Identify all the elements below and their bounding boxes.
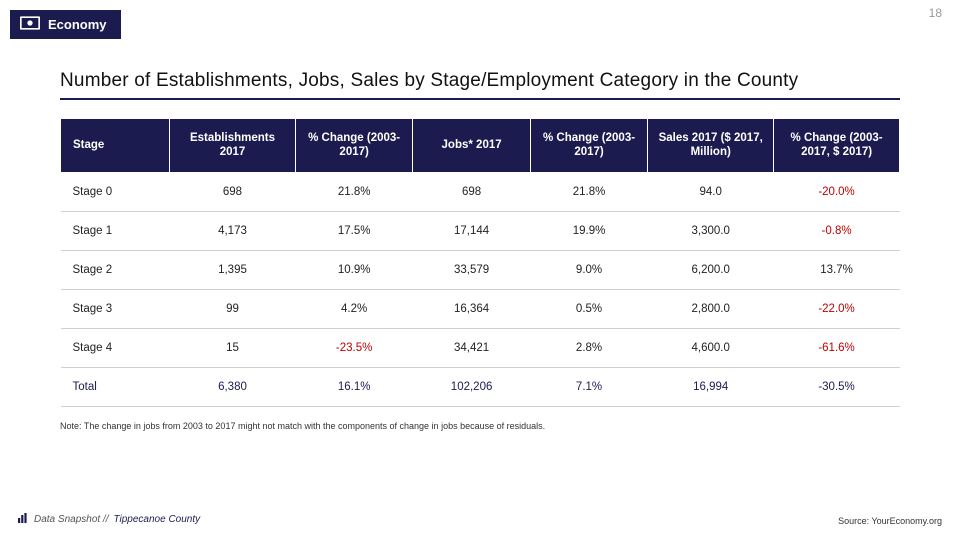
table-cell: 9.0%	[530, 250, 647, 289]
table-header: StageEstablishments 2017% Change (2003-2…	[61, 119, 900, 173]
table-cell: Total	[61, 367, 170, 406]
table-cell: -30.5%	[774, 367, 900, 406]
table-cell: 1,395	[170, 250, 296, 289]
table-cell: 4.2%	[295, 289, 412, 328]
col-header: Jobs* 2017	[413, 119, 530, 173]
table-cell: 6,200.0	[648, 250, 774, 289]
footer-county: Tippecanoe County	[114, 514, 201, 525]
col-header: Sales 2017 ($ 2017, Million)	[648, 119, 774, 173]
footer-left: Data Snapshot // Tippecanoe County	[18, 513, 200, 526]
table-cell: 13.7%	[774, 250, 900, 289]
table-row: Stage 21,39510.9%33,5799.0%6,200.013.7%	[61, 250, 900, 289]
table-row: Stage 14,17317.5%17,14419.9%3,300.0-0.8%	[61, 211, 900, 250]
table-cell: 10.9%	[295, 250, 412, 289]
table-cell: 4,173	[170, 211, 296, 250]
table-cell: 34,421	[413, 328, 530, 367]
col-header: % Change (2003-2017)	[295, 119, 412, 173]
table-cell: -61.6%	[774, 328, 900, 367]
footer-source: Source: YourEconomy.org	[838, 516, 942, 526]
table-row: Stage 069821.8%69821.8%94.0-20.0%	[61, 172, 900, 211]
table-cell: 102,206	[413, 367, 530, 406]
table-cell: 19.9%	[530, 211, 647, 250]
data-table: StageEstablishments 2017% Change (2003-2…	[60, 118, 900, 407]
table-cell: Stage 2	[61, 250, 170, 289]
table-row: Stage 415-23.5%34,4212.8%4,600.0-61.6%	[61, 328, 900, 367]
table-cell: -0.8%	[774, 211, 900, 250]
table-cell: 4,600.0	[648, 328, 774, 367]
table-cell: 16,994	[648, 367, 774, 406]
table-cell: -20.0%	[774, 172, 900, 211]
table-cell: 2,800.0	[648, 289, 774, 328]
page-number: 18	[929, 6, 942, 20]
table-cell: 17.5%	[295, 211, 412, 250]
main-content: Number of Establishments, Jobs, Sales by…	[60, 70, 900, 431]
table-cell: 15	[170, 328, 296, 367]
table-body: Stage 069821.8%69821.8%94.0-20.0%Stage 1…	[61, 172, 900, 406]
badge-label: Economy	[48, 17, 107, 32]
table-cell: Stage 3	[61, 289, 170, 328]
table-cell: 17,144	[413, 211, 530, 250]
table-cell: -22.0%	[774, 289, 900, 328]
table-cell: 99	[170, 289, 296, 328]
footer-prefix: Data Snapshot //	[34, 514, 109, 525]
col-header: % Change (2003-2017)	[530, 119, 647, 173]
table-cell: 7.1%	[530, 367, 647, 406]
table-cell: 698	[413, 172, 530, 211]
section-badge: Economy	[10, 10, 121, 39]
page-title: Number of Establishments, Jobs, Sales by…	[60, 70, 900, 100]
table-cell: 21.8%	[530, 172, 647, 211]
col-header: Establishments 2017	[170, 119, 296, 173]
table-row: Total6,38016.1%102,2067.1%16,994-30.5%	[61, 367, 900, 406]
table-cell: Stage 0	[61, 172, 170, 211]
table-cell: 16,364	[413, 289, 530, 328]
table-cell: 33,579	[413, 250, 530, 289]
table-row: Stage 3994.2%16,3640.5%2,800.0-22.0%	[61, 289, 900, 328]
table-cell: 21.8%	[295, 172, 412, 211]
table-cell: 16.1%	[295, 367, 412, 406]
footnote: Note: The change in jobs from 2003 to 20…	[60, 421, 900, 431]
table-cell: Stage 4	[61, 328, 170, 367]
table-cell: 94.0	[648, 172, 774, 211]
table-cell: -23.5%	[295, 328, 412, 367]
col-header: % Change (2003-2017, $ 2017)	[774, 119, 900, 173]
bar-chart-icon	[18, 513, 29, 526]
table-cell: 0.5%	[530, 289, 647, 328]
table-cell: 3,300.0	[648, 211, 774, 250]
table-cell: Stage 1	[61, 211, 170, 250]
table-cell: 6,380	[170, 367, 296, 406]
money-icon	[20, 16, 40, 33]
col-header: Stage	[61, 119, 170, 173]
table-cell: 2.8%	[530, 328, 647, 367]
table-cell: 698	[170, 172, 296, 211]
